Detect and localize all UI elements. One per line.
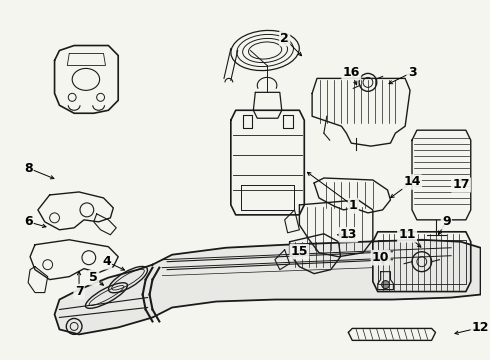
Text: 17: 17 [452, 179, 470, 192]
Text: 5: 5 [89, 271, 98, 284]
Text: 11: 11 [398, 228, 416, 241]
Text: 9: 9 [442, 215, 451, 228]
Text: 14: 14 [403, 175, 421, 189]
Text: 16: 16 [343, 66, 360, 79]
Text: 2: 2 [280, 32, 289, 45]
Text: 6: 6 [24, 215, 32, 228]
Text: 13: 13 [340, 228, 357, 241]
Text: 4: 4 [102, 255, 111, 268]
Text: 10: 10 [372, 251, 390, 264]
Text: 1: 1 [349, 199, 358, 212]
Polygon shape [54, 240, 481, 334]
Circle shape [382, 280, 390, 289]
Text: 15: 15 [291, 245, 308, 258]
Text: 8: 8 [24, 162, 32, 175]
Text: 12: 12 [472, 321, 490, 334]
Text: 3: 3 [408, 66, 416, 79]
Text: 7: 7 [74, 285, 83, 298]
